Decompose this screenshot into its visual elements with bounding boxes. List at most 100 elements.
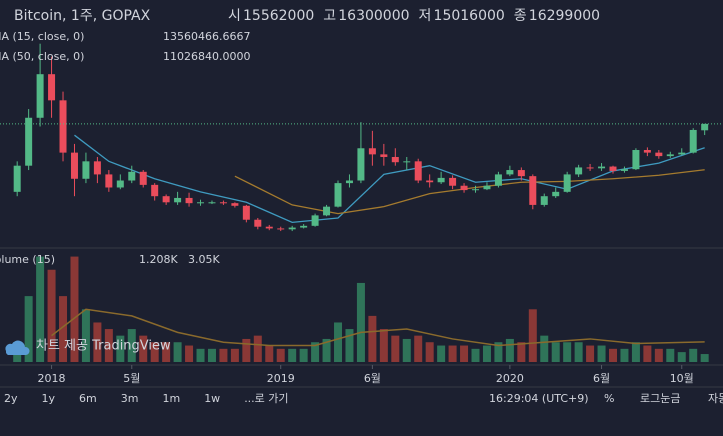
- volume-bar: [230, 348, 239, 362]
- volume-bar: [253, 335, 262, 362]
- volume-bar: [288, 348, 297, 362]
- candle-body: [620, 169, 628, 171]
- candle-body: [311, 215, 319, 226]
- volume-bar: [311, 342, 320, 362]
- volume-bar: [666, 348, 675, 362]
- volume-bar: [276, 348, 285, 362]
- range-button[interactable]: 6m: [79, 392, 97, 405]
- volume-bar: [391, 335, 400, 362]
- candle-body: [323, 206, 331, 216]
- candle-body: [185, 197, 193, 204]
- volume-bar: [414, 335, 423, 362]
- volume-bar: [689, 348, 698, 362]
- candle-body: [116, 180, 124, 188]
- scale-button[interactable]: 자동: [708, 392, 723, 405]
- x-tick-label: 6월: [364, 372, 381, 385]
- candle-body: [139, 171, 147, 185]
- candle-body: [643, 150, 651, 153]
- candle-body: [288, 227, 296, 230]
- candle-body: [472, 189, 480, 191]
- volume-bar: [104, 329, 113, 362]
- ohlc-label: 종: [514, 8, 527, 24]
- volume-bar: [448, 345, 457, 362]
- candle-body: [380, 154, 388, 157]
- candle-body: [334, 183, 342, 207]
- volume-bar: [24, 296, 33, 362]
- volume-bar: [494, 342, 503, 362]
- scale-button[interactable]: 로그눈금: [640, 392, 680, 405]
- volume-bar: [242, 338, 251, 362]
- candle-body: [666, 154, 674, 157]
- range-button[interactable]: ...로 가기: [244, 392, 288, 405]
- volume-bar: [471, 348, 480, 362]
- ohlc-label: 저: [419, 8, 432, 24]
- candle-body: [517, 170, 525, 177]
- volume-ma-line: [51, 308, 705, 347]
- candle-body: [36, 74, 44, 118]
- candle-body: [655, 152, 663, 157]
- candle-body: [345, 180, 353, 184]
- scale-button[interactable]: %: [604, 392, 614, 405]
- watermark-logo: [5, 340, 30, 355]
- x-tick-label: 6월: [593, 372, 610, 385]
- candle-body: [128, 171, 136, 181]
- range-button[interactable]: 1y: [42, 392, 56, 405]
- candle-body: [586, 167, 594, 169]
- volume-bar: [356, 282, 365, 362]
- volume-value: 1.208K: [139, 253, 178, 266]
- ohlc-label: 고: [323, 8, 336, 24]
- volume-bar: [219, 348, 228, 362]
- volume-bar: [540, 335, 549, 362]
- candle-body: [265, 226, 273, 229]
- volume-bar: [173, 342, 182, 362]
- volume-bar: [654, 348, 663, 362]
- candle-body: [414, 161, 422, 181]
- ma-legend: MA (15, close, 0): [0, 30, 84, 43]
- candle-body: [609, 166, 617, 171]
- ma-value: 11026840.0000: [163, 50, 250, 63]
- range-button[interactable]: 3m: [121, 392, 139, 405]
- volume-bar: [299, 348, 308, 362]
- volume-bar: [551, 342, 560, 362]
- candle-body: [48, 74, 56, 101]
- ohlc-value: 15562000: [243, 8, 314, 24]
- volume-bar: [620, 348, 629, 362]
- range-button[interactable]: 2y: [4, 392, 18, 405]
- x-tick-label: 5월: [123, 372, 140, 385]
- candle-body: [59, 100, 67, 153]
- candle-body: [70, 152, 78, 179]
- x-tick-label: 2018: [38, 372, 66, 385]
- candle-body: [82, 161, 90, 179]
- candle-body: [460, 185, 468, 191]
- volume-bar: [586, 345, 595, 362]
- candle-body: [208, 202, 216, 204]
- candle-body: [563, 174, 571, 192]
- plot: [0, 43, 723, 362]
- candle-body: [529, 176, 537, 205]
- volume-bar: [81, 309, 90, 362]
- candle-body: [197, 202, 205, 204]
- volume-bar: [460, 345, 469, 362]
- volume-bar: [207, 348, 216, 362]
- candle-body: [93, 161, 101, 175]
- ohlc-value: 16300000: [338, 8, 409, 24]
- candle-body: [632, 150, 640, 170]
- candle-body: [174, 197, 182, 203]
- range-button[interactable]: 1w: [204, 392, 220, 405]
- ohlc-value: 15016000: [434, 8, 505, 24]
- candle-body: [151, 184, 159, 197]
- ma-value: 13560466.6667: [163, 30, 250, 43]
- candle-body: [483, 185, 491, 190]
- candle-body: [357, 148, 365, 181]
- candle-body: [219, 202, 227, 204]
- ohlc-value: 16299000: [529, 8, 600, 24]
- candle-body: [25, 117, 33, 166]
- volume-bar: [437, 345, 446, 362]
- volume-bar: [345, 329, 354, 362]
- volume-bar: [162, 342, 171, 362]
- range-button[interactable]: 1m: [162, 392, 180, 405]
- candle-body: [13, 165, 21, 192]
- volume-bar: [196, 348, 205, 362]
- volume-bar: [334, 322, 343, 362]
- x-tick-label: 10월: [670, 372, 694, 385]
